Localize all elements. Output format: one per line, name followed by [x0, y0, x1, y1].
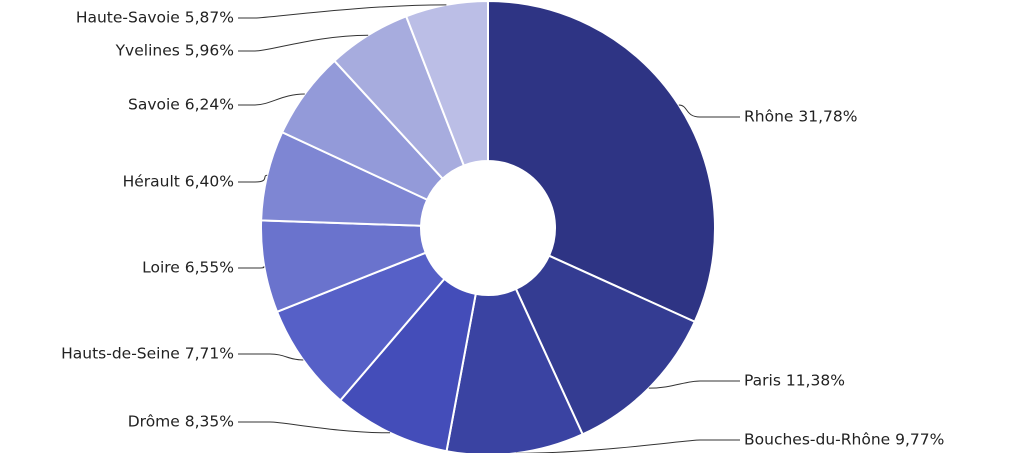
leader-line-herault — [238, 174, 268, 183]
label-haute-savoie: Haute-Savoie 5,87% — [76, 9, 234, 27]
donut-slices — [260, 0, 716, 453]
label-savoie: Savoie 6,24% — [128, 96, 234, 114]
label-yvelines: Yvelines 5,96% — [115, 42, 234, 60]
leader-line-haute-savoie — [238, 4, 447, 19]
leader-line-loire — [238, 266, 265, 269]
slice-labels: Rhône 31,78% Paris 11,38% Bouches-du-Rhône… — [61, 9, 944, 449]
label-paris: Paris 11,38% — [744, 372, 845, 390]
label-hauts-de-seine: Hauts-de-Seine 7,71% — [61, 345, 234, 363]
label-loire: Loire 6,55% — [142, 259, 234, 277]
label-rhone: Rhône 31,78% — [744, 108, 857, 126]
leader-line-rhone — [678, 104, 740, 118]
leader-line-yvelines — [238, 34, 369, 52]
label-drome: Drôme 8,35% — [128, 413, 234, 431]
label-herault: Hérault 6,40% — [123, 173, 234, 191]
slice-haute-savoie — [404, 0, 489, 167]
slice-paris — [514, 254, 697, 436]
label-bouches-du-rhone: Bouches-du-Rhône 9,77% — [744, 431, 944, 449]
slice-rhone — [487, 0, 716, 324]
slice-bouches-du-rhone — [445, 287, 584, 453]
leader-line-paris — [648, 380, 740, 389]
leader-line-hauts-de-seine — [238, 353, 304, 361]
leader-line-savoie — [238, 93, 305, 106]
leader-line-drome — [238, 421, 391, 434]
